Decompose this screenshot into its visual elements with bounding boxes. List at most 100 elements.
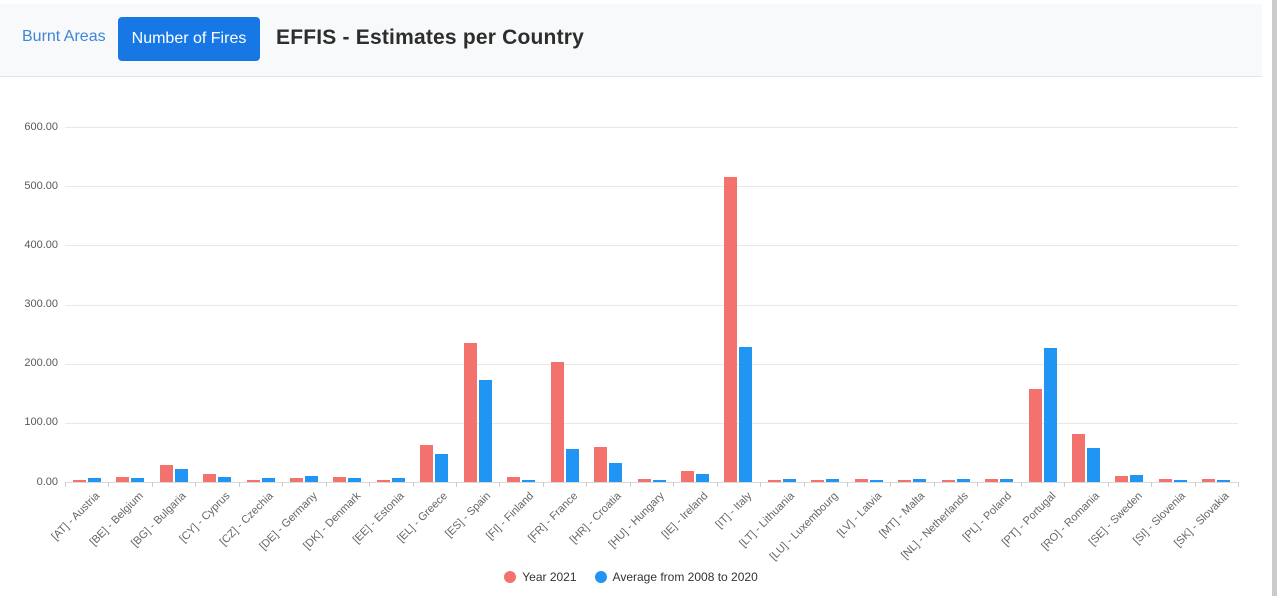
x-axis-tick xyxy=(325,482,327,487)
bar-average-11[interactable] xyxy=(565,448,579,482)
y-axis-tick-label: 500.00 xyxy=(24,179,58,192)
header-bar: Burnt Areas Number of Fires EFFIS - Esti… xyxy=(0,4,1262,77)
x-axis-tick xyxy=(847,482,848,487)
gridline xyxy=(65,422,1238,424)
bar-average-6[interactable] xyxy=(348,478,362,482)
bar-average-1[interactable] xyxy=(131,477,145,482)
gridline xyxy=(65,127,1238,128)
bar-year2021-3[interactable] xyxy=(203,474,217,482)
bar-year2021-0[interactable] xyxy=(72,479,86,482)
x-axis-category-label: [IT] - Italy xyxy=(712,490,754,531)
x-axis-tick xyxy=(282,482,284,487)
y-axis-tick-label: 0.00 xyxy=(36,475,58,488)
bar-year2021-9[interactable] xyxy=(463,342,477,482)
bar-year2021-18[interactable] xyxy=(854,479,868,482)
y-axis-tick-label: 300.00 xyxy=(24,298,58,310)
x-axis-tick xyxy=(760,482,762,487)
x-axis-tick xyxy=(1238,482,1239,487)
bar-chart: 600.00 500.00 400.00 300.00 200.00 100.00 0.00… xyxy=(0,77,1262,596)
gridline xyxy=(65,363,1238,365)
legend-label: Year 2021 xyxy=(522,570,577,584)
bar-average-26[interactable] xyxy=(1217,480,1231,482)
bar-average-15[interactable] xyxy=(739,347,753,482)
bar-average-3[interactable] xyxy=(218,477,232,482)
bar-average-23[interactable] xyxy=(1086,447,1100,482)
y-axis-tick-label: 200.00 xyxy=(24,357,58,370)
bar-year2021-7[interactable] xyxy=(376,479,390,482)
gridline xyxy=(65,304,1238,306)
bar-average-5[interactable] xyxy=(304,476,318,482)
x-axis-tick xyxy=(238,482,240,487)
bar-year2021-4[interactable] xyxy=(246,479,260,482)
x-axis-tick xyxy=(673,482,675,487)
x-axis-tick xyxy=(629,482,631,487)
bar-year2021-14[interactable] xyxy=(680,470,694,482)
bar-average-22[interactable] xyxy=(1043,348,1057,482)
x-axis-tick xyxy=(369,482,371,487)
y-axis-tick-label: 600.00 xyxy=(24,120,58,133)
top-strip xyxy=(0,0,1280,4)
bar-average-25[interactable] xyxy=(1173,479,1187,482)
x-axis-tick xyxy=(151,482,153,487)
tab-burnt-areas[interactable]: Burnt Areas xyxy=(22,28,106,45)
bar-average-0[interactable] xyxy=(87,477,101,482)
bar-average-4[interactable] xyxy=(261,478,275,482)
bar-year2021-1[interactable] xyxy=(116,477,130,482)
bar-average-24[interactable] xyxy=(1130,475,1144,482)
scrollbar[interactable] xyxy=(1272,0,1277,596)
x-axis-tick xyxy=(1020,482,1022,487)
bar-year2021-6[interactable] xyxy=(333,476,347,482)
legend-item-average[interactable]: Average from 2008 to 2020 xyxy=(594,570,758,584)
bar-average-18[interactable] xyxy=(869,479,883,482)
chart-legend: Year 2021 Average from 2008 to 2020 xyxy=(0,570,1262,584)
gridline xyxy=(65,186,1238,188)
bar-average-20[interactable] xyxy=(956,479,970,482)
bar-year2021-8[interactable] xyxy=(420,445,434,482)
bar-average-16[interactable] xyxy=(782,479,796,482)
bar-average-9[interactable] xyxy=(478,380,492,482)
bar-year2021-2[interactable] xyxy=(159,465,173,482)
bar-average-19[interactable] xyxy=(913,479,927,482)
bar-year2021-13[interactable] xyxy=(637,479,651,482)
bar-year2021-23[interactable] xyxy=(1071,434,1085,482)
bar-year2021-20[interactable] xyxy=(941,480,955,482)
bar-year2021-15[interactable] xyxy=(724,177,738,482)
x-axis-tick xyxy=(499,482,501,487)
bar-year2021-16[interactable] xyxy=(767,480,781,482)
bar-year2021-10[interactable] xyxy=(507,477,521,482)
bar-average-10[interactable] xyxy=(522,479,536,482)
bar-average-7[interactable] xyxy=(391,478,405,482)
bar-average-14[interactable] xyxy=(695,474,709,482)
x-axis-tick xyxy=(542,482,544,487)
x-axis-tick xyxy=(65,482,66,487)
x-axis-tick xyxy=(716,482,718,487)
legend-label: Average from 2008 to 2020 xyxy=(612,570,758,584)
x-axis-tick xyxy=(456,482,457,487)
tab-number-of-fires[interactable]: Number of Fires xyxy=(118,17,260,61)
bar-year2021-12[interactable] xyxy=(594,446,608,482)
bar-year2021-22[interactable] xyxy=(1028,388,1042,482)
x-axis-tick xyxy=(933,482,935,487)
x-axis-tick xyxy=(195,482,197,487)
bar-average-8[interactable] xyxy=(435,453,449,482)
legend-item-year2021[interactable]: Year 2021 xyxy=(504,570,577,584)
x-axis-tick xyxy=(1151,482,1153,487)
bar-average-12[interactable] xyxy=(609,463,623,482)
x-axis-tick xyxy=(1064,482,1066,487)
bar-average-17[interactable] xyxy=(826,479,840,482)
bar-year2021-19[interactable] xyxy=(898,480,912,482)
bar-year2021-25[interactable] xyxy=(1158,479,1172,482)
y-axis-tick-label: 100.00 xyxy=(24,416,58,429)
scrollbar-gutter xyxy=(1262,0,1280,596)
bar-average-13[interactable] xyxy=(652,479,666,482)
bar-year2021-5[interactable] xyxy=(289,477,303,482)
bar-year2021-24[interactable] xyxy=(1115,476,1129,482)
bar-average-2[interactable] xyxy=(174,468,188,482)
bar-year2021-11[interactable] xyxy=(550,362,564,482)
bar-average-21[interactable] xyxy=(1000,479,1014,482)
y-axis-tick-label: 400.00 xyxy=(24,238,58,251)
x-axis-tick xyxy=(1107,482,1109,487)
bar-year2021-26[interactable] xyxy=(1202,479,1216,482)
bar-year2021-21[interactable] xyxy=(985,479,999,482)
bar-year2021-17[interactable] xyxy=(811,480,825,482)
